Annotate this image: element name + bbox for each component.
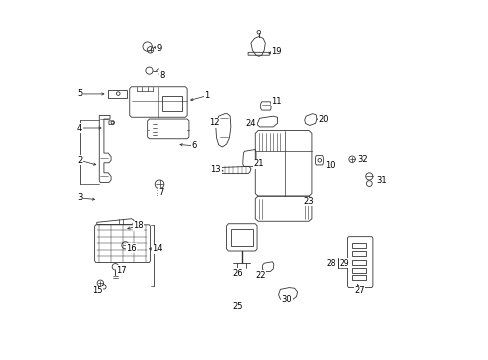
Text: 3: 3 <box>77 193 82 202</box>
Text: 12: 12 <box>208 118 219 127</box>
Text: 14: 14 <box>152 244 163 253</box>
Text: 30: 30 <box>281 294 291 303</box>
Text: 13: 13 <box>210 165 221 174</box>
Text: 11: 11 <box>271 96 282 105</box>
Text: 26: 26 <box>231 269 242 278</box>
Text: 32: 32 <box>356 155 366 164</box>
Bar <box>107 90 127 98</box>
Bar <box>351 251 366 256</box>
Bar <box>162 96 182 111</box>
Bar <box>351 243 366 248</box>
Bar <box>351 275 366 280</box>
Text: 17: 17 <box>116 266 127 275</box>
Text: 5: 5 <box>78 89 82 98</box>
Text: 28: 28 <box>326 259 335 268</box>
Text: 31: 31 <box>375 176 386 185</box>
Text: 20: 20 <box>318 115 328 124</box>
Text: 22: 22 <box>255 270 265 279</box>
Text: 21: 21 <box>253 159 264 168</box>
Text: 18: 18 <box>133 221 144 230</box>
Bar <box>351 267 366 273</box>
Text: 4: 4 <box>77 123 82 132</box>
Text: 2: 2 <box>77 156 82 165</box>
Text: 10: 10 <box>325 161 335 170</box>
Text: 29: 29 <box>339 259 348 268</box>
Bar <box>351 260 366 265</box>
Text: 7: 7 <box>158 188 163 197</box>
Bar <box>230 229 253 246</box>
Text: 16: 16 <box>126 244 137 253</box>
Text: 27: 27 <box>353 286 364 295</box>
Text: 6: 6 <box>191 141 197 150</box>
Text: 24: 24 <box>245 119 256 128</box>
Text: 23: 23 <box>303 197 314 206</box>
Text: 8: 8 <box>159 71 164 80</box>
Text: 15: 15 <box>92 286 102 295</box>
Text: 25: 25 <box>232 302 242 311</box>
Text: 19: 19 <box>271 47 282 56</box>
Text: 9: 9 <box>156 44 162 53</box>
Text: 1: 1 <box>204 91 209 100</box>
